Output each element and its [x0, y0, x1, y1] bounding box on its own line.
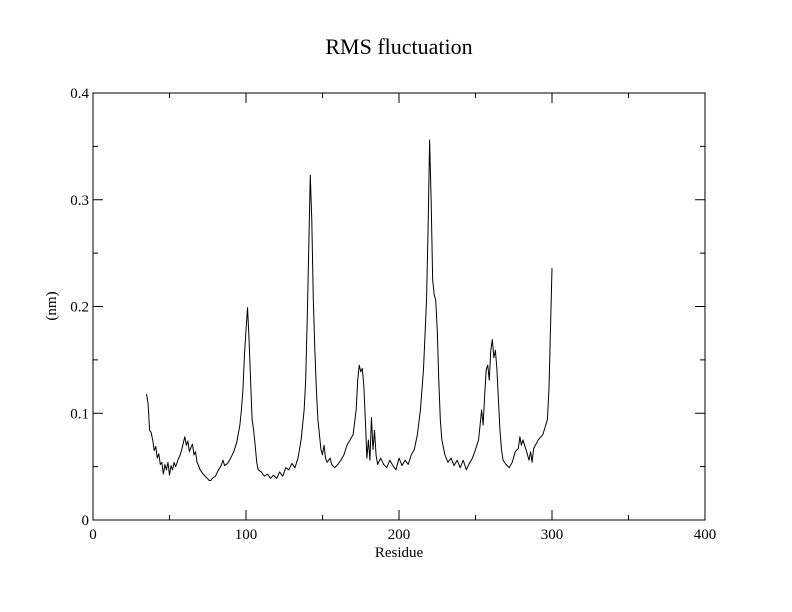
y-tick-label: 0.4	[70, 86, 89, 102]
y-tick-label: 0.2	[70, 300, 89, 316]
x-tick-label: 200	[388, 527, 411, 543]
x-tick-label: 0	[89, 527, 97, 543]
y-axis-label: (nm)	[44, 291, 60, 320]
y-tick-label: 0.3	[70, 193, 89, 209]
x-tick-label: 100	[235, 527, 258, 543]
y-tick-label: 0.1	[70, 406, 89, 422]
y-tick-label: 0	[82, 513, 90, 529]
x-tick-label: 400	[694, 527, 717, 543]
data-line	[146, 139, 553, 481]
x-axis-label: Residue	[375, 545, 424, 561]
chart-title: RMS fluctuation	[325, 34, 472, 59]
x-tick-label: 300	[541, 527, 564, 543]
